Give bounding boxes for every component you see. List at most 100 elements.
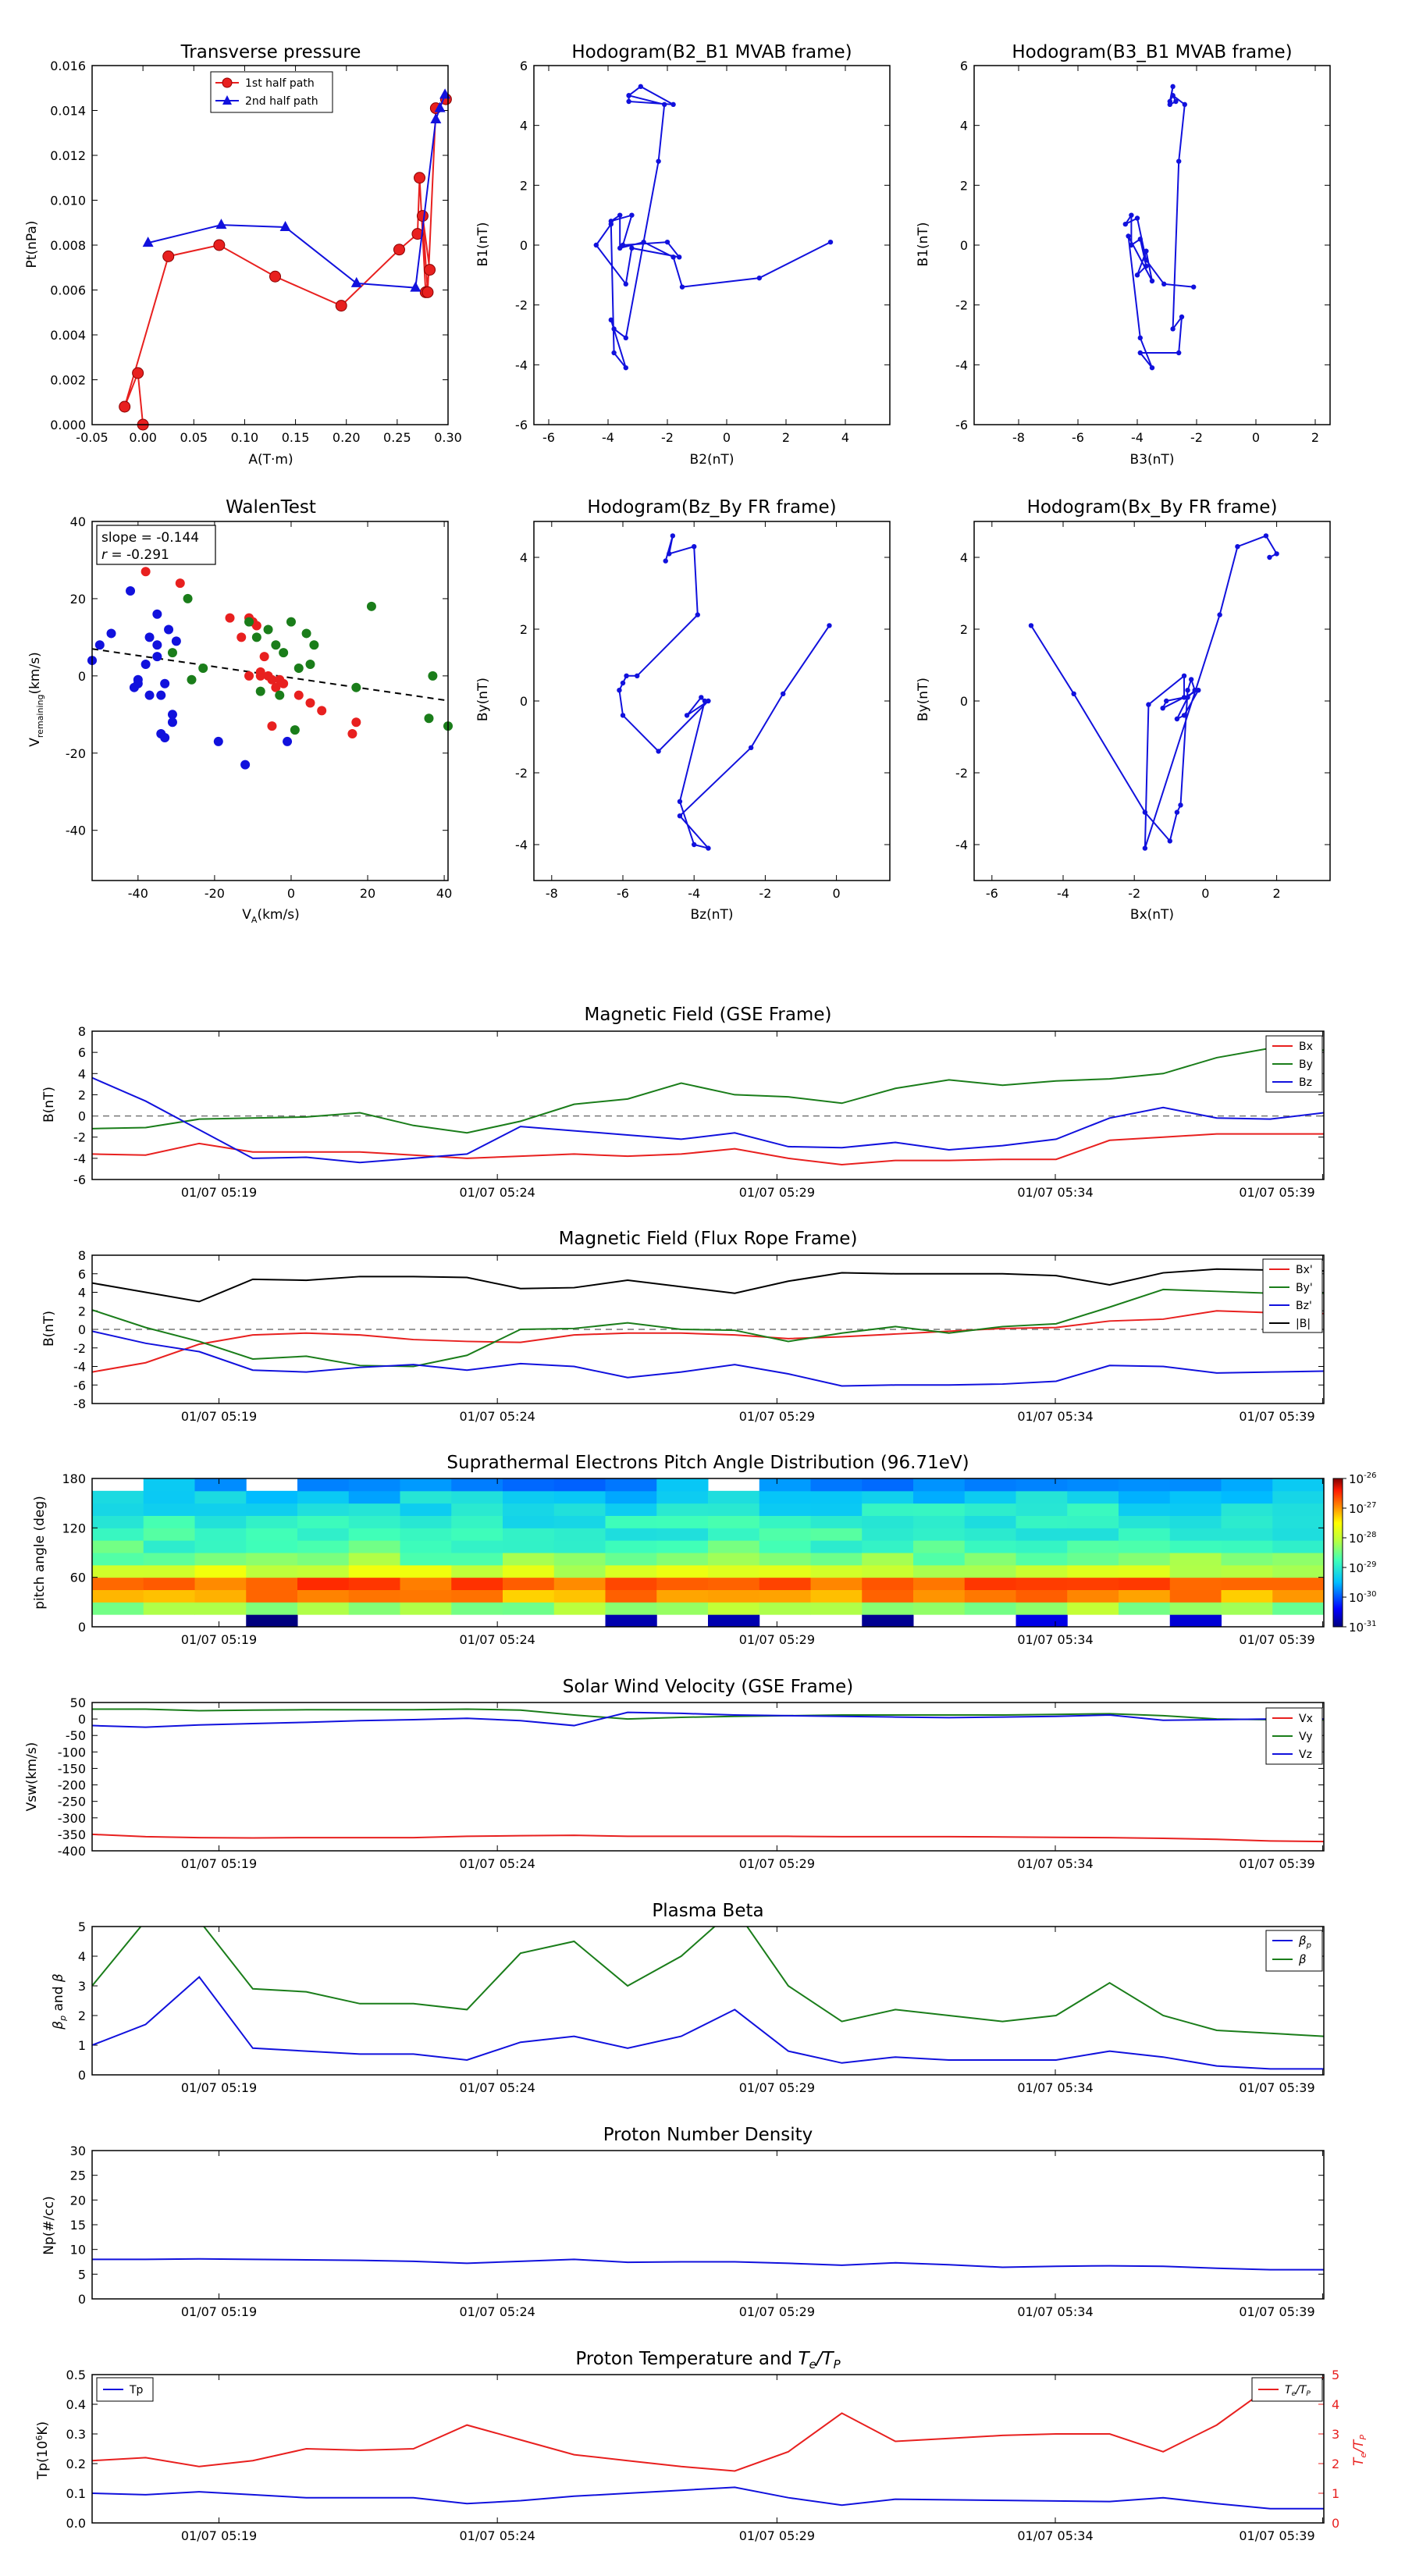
heatmap-cell [348,1528,400,1541]
heatmap-cell [964,1515,1016,1528]
y-tick-label: 0 [960,238,968,253]
legend-entry-by: By [1299,1059,1313,1071]
heatmap-cell [862,1564,914,1578]
x-tick-label: -6 [1072,430,1084,445]
y-tick-label: 8 [78,1248,86,1263]
heatmap-cell [810,1490,863,1504]
data-point [144,690,155,700]
heatmap-cell [759,1478,811,1492]
legend: 1st half path 2nd half path [210,71,333,113]
plot-frame [91,1702,1325,1852]
heatmap-cell [92,1503,144,1516]
heatmap-cell [503,1528,555,1541]
y-tick-label: 2 [960,178,968,193]
data-point [152,652,162,662]
y-tick-label: -4 [515,838,528,852]
heatmap-cell [1221,1564,1273,1578]
data-point [641,239,646,245]
data-point [611,350,617,356]
heatmap-cell [1221,1602,1273,1615]
heatmap-cell [913,1515,966,1528]
data-point [213,736,223,746]
y-tick-label: -2 [955,298,968,313]
heatmap-cell [810,1564,863,1578]
legend-entry-bz: Bz [1299,1076,1312,1089]
chart-title: Transverse pressure [180,42,361,62]
data-point [411,228,424,240]
heatmap-cell [348,1503,400,1516]
y-axis-label: Vsw(km/s) [24,1742,40,1812]
heatmap-cell [143,1528,195,1541]
heatmap-cell [246,1614,298,1628]
series-line-by [92,1047,1324,1134]
chart-title: Plasma Beta [652,1901,763,1921]
heatmap-cell [400,1515,452,1528]
data-point [1144,257,1149,263]
x-tick-label: 01/07 05:39 [1239,1409,1314,1424]
data-point [656,749,661,754]
heatmap-cell [1169,1577,1222,1590]
data-point [351,682,361,692]
data-point [677,813,683,819]
chart-title: Hodogram(Bx_By FR frame) [1027,497,1278,518]
data-point [1170,326,1176,332]
heatmap-cell [708,1515,760,1528]
heatmap-cell [862,1515,914,1528]
y-tick-label: -2 [73,1130,86,1145]
y-tick-label: 0.004 [50,328,86,343]
data-point [1134,272,1140,278]
y-axis-label: B1(nT) [475,222,491,267]
data-point [347,729,357,739]
data-point [213,239,226,251]
data-point [623,335,628,341]
x-tick-label: 2 [1273,886,1281,901]
y-tick-label: 0 [960,694,968,709]
heatmap-cell [1221,1553,1273,1566]
heatmap-cell [451,1589,503,1603]
heatmap-cell [297,1490,350,1504]
y-tick-label: 2 [78,2008,86,2023]
heatmap-cell [194,1478,247,1492]
data-point [1129,212,1134,218]
heatmap-cell [1119,1490,1171,1504]
heatmap-cell [1016,1589,1068,1603]
heatmap-cell [913,1540,966,1553]
y2-tick-label: 1 [1332,2486,1339,2501]
x-tick-label: 20 [360,886,375,901]
heatmap-cell [1016,1577,1068,1590]
heatmap-cell [810,1553,863,1566]
heatmap-cell [759,1503,811,1516]
data-point [670,533,676,539]
x-tick-label: -4 [1057,886,1069,901]
heatmap-cell [759,1540,811,1553]
data-point [335,300,347,312]
series-line-vx [92,1833,1324,1843]
y2-tick-label: 4 [1332,2397,1339,2412]
data-point [167,710,177,720]
heatmap-cell [194,1528,247,1541]
x-tick-label: 0.10 [231,430,259,445]
heatmap-cell [348,1602,400,1615]
y-tick-label: -6 [515,418,528,432]
data-point [670,254,676,260]
x-tick-label: -2 [1128,886,1140,901]
data-point [663,558,668,564]
heatmap-cell [964,1553,1016,1566]
x-tick-label: 01/07 05:29 [739,1856,815,1871]
legend-entry-b-magnitude: |B| [1296,1318,1311,1330]
heatmap-cell [1272,1540,1325,1553]
data-point [152,640,162,650]
x-tick-label: 01/07 05:39 [1239,2080,1314,2095]
data-point [171,636,181,646]
plot-area: -6 -4 -2 0 2 4 6 8 01/07 05:19 01/07 05:24 01/07 0… [73,1024,1325,1200]
heatmap-cell [810,1478,863,1492]
plot-area: -6 -4 -2 0 2 -4 -2 0 2 4 [955,521,1331,901]
y-tick-label: -250 [58,1795,86,1809]
data-point [1174,716,1180,722]
y-tick-label: 0 [78,1109,86,1124]
series-line-vy [92,1708,1324,1721]
data-point [1274,551,1279,557]
heatmap-cell [246,1564,298,1578]
plot-frame [91,1030,1325,1180]
x-tick-label: -6 [986,886,998,901]
